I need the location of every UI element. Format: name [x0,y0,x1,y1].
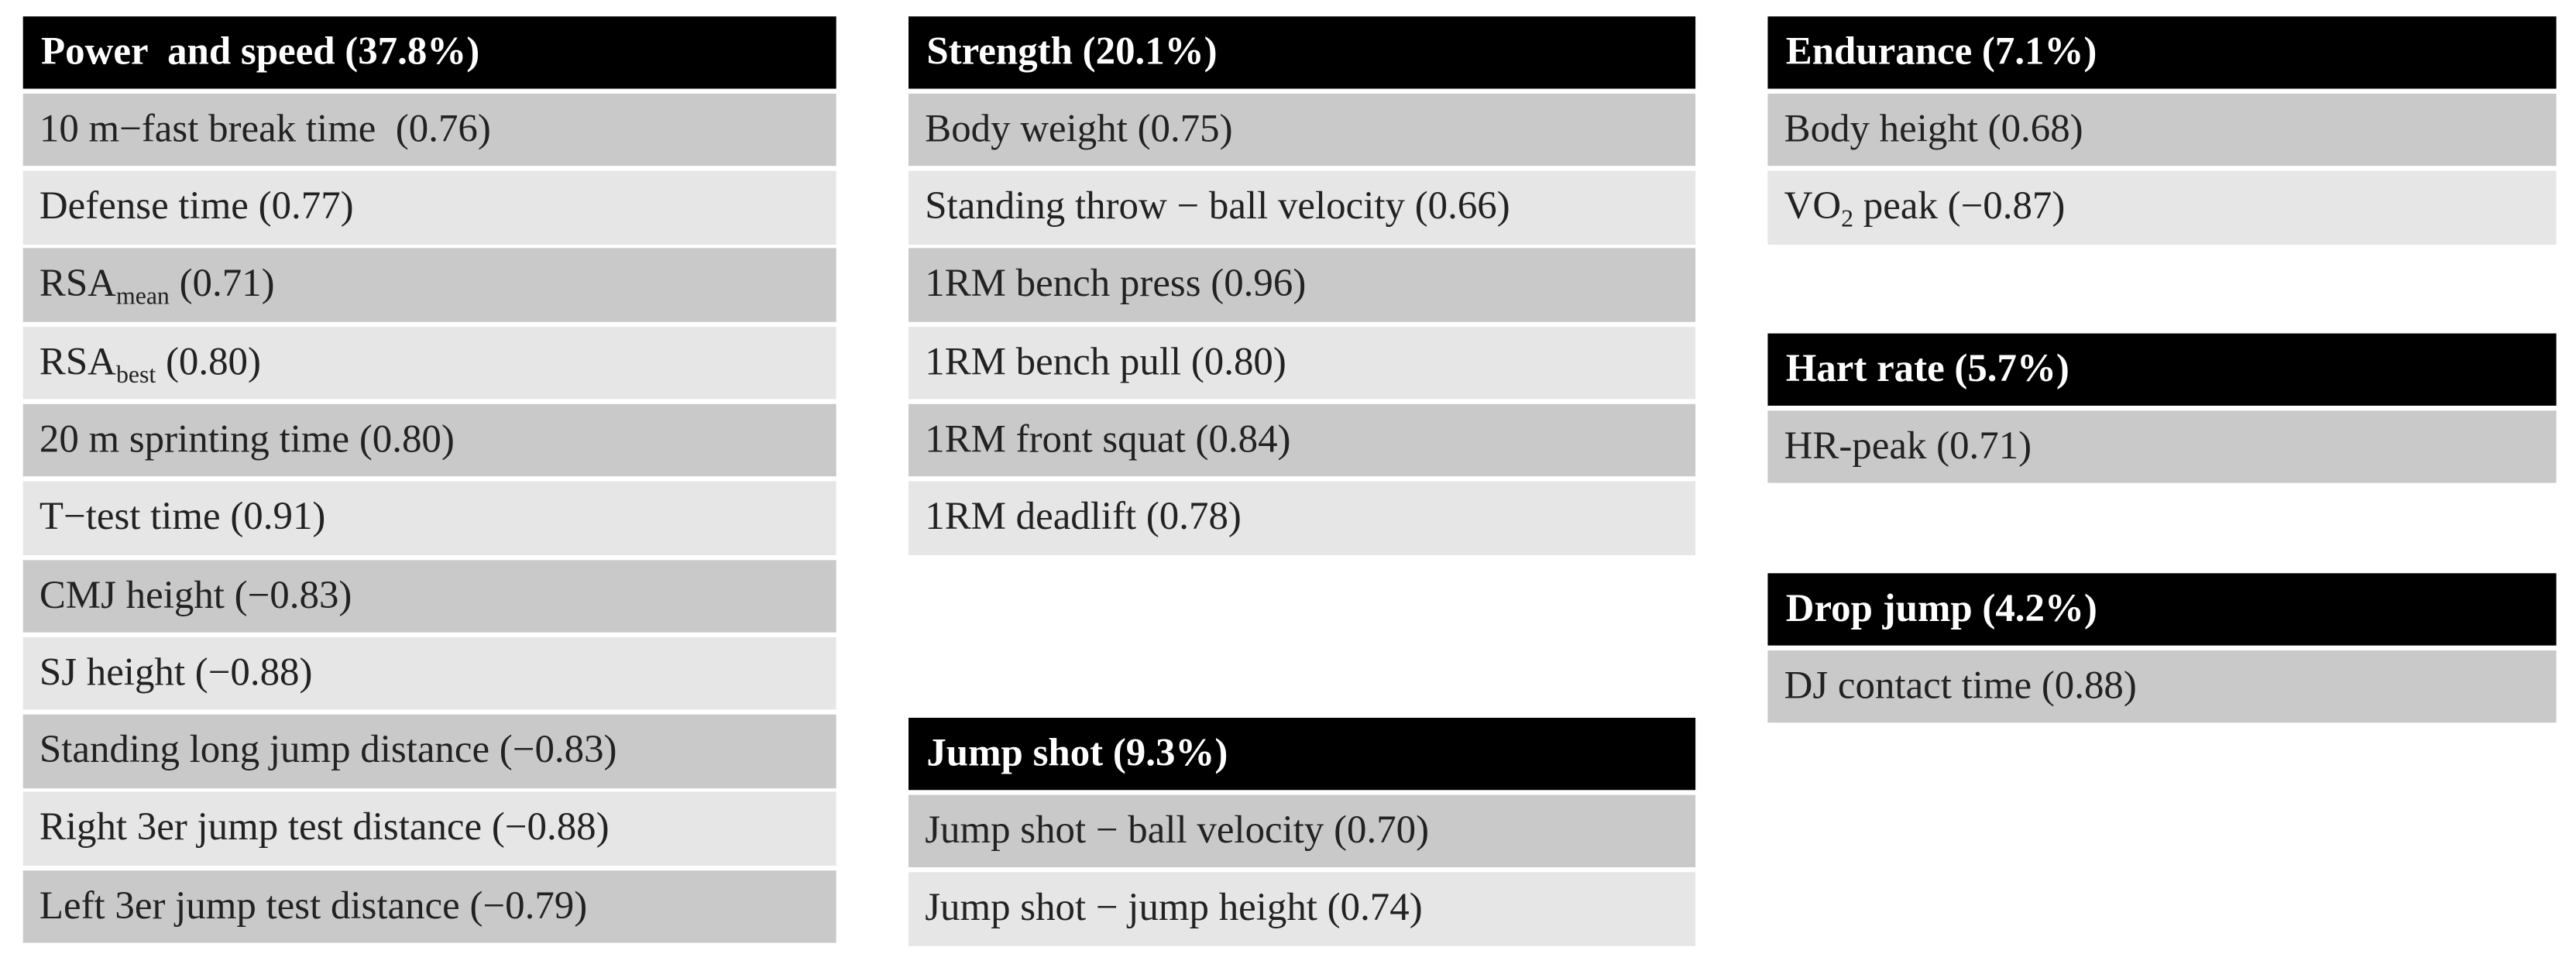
item-subscript: best [115,362,156,389]
item: Jump shot − jump height (0.74) [908,872,1696,945]
item: HR-peak (0.71) [1767,410,2557,484]
item: 10 m−fast break time (0.76) [22,93,836,166]
item: DJ contact time (0.88) [1767,650,2557,723]
item-text: RSA [39,341,116,384]
item: 20 m sprinting time (0.80) [22,403,836,478]
item: Standing throw − ball velocity (0.66) [908,170,1696,245]
item: T−test time (0.91) [22,482,836,555]
item: 1RM bench pull (0.80) [908,326,1696,400]
item: RSAbest (0.80) [22,326,836,400]
item: Standing long jump distance (−0.83) [22,715,836,788]
item: Left 3er jump test distance (−0.79) [22,870,836,944]
group: Power and speed (37.8%) 10 m−fast break t… [22,16,836,944]
item: Defense time (0.77) [22,170,836,245]
item: RSAmean (0.71) [22,249,836,322]
item: 1RM front squat (0.84) [908,403,1696,478]
group-title: Strength (20.1%) [908,16,1696,89]
group-title: Endurance (7.1%) [1767,16,2557,89]
item: 1RM bench press (0.96) [908,249,1696,322]
item: CMJ height (−0.83) [22,559,836,633]
item: Jump shot − ball velocity (0.70) [908,794,1696,868]
item: Body weight (0.75) [908,93,1696,166]
group-title: Drop jump (4.2%) [1767,573,2557,646]
group-title: Jump shot (9.3%) [908,717,1696,791]
group-title: Power and speed (37.8%) [22,16,836,89]
item-text: RSA [39,263,116,307]
group: Drop jump (4.2%) DJ contact time (0.88) [1767,573,2557,723]
item-value: (0.80) [156,341,261,384]
group-title: Hart rate (5.7%) [1767,333,2557,406]
group: Strength (20.1%) Body weight (0.75) Standi… [908,16,1696,555]
item: Body height (0.68) [1767,93,2557,166]
group: Endurance (7.1%) Body height (0.68) VO2 pe… [1767,16,2557,245]
item: 1RM deadlift (0.78) [908,482,1696,555]
item-subscript: mean [115,284,170,311]
item-value: (0.71) [169,263,275,307]
item: VO2 peak (−0.87) [1767,170,2557,245]
item: Right 3er jump test distance (−0.88) [22,792,836,866]
item: SJ height (−0.88) [22,636,836,711]
item-text: VO [1784,185,1842,229]
group: Jump shot (9.3%) Jump shot − ball velocit… [908,717,1696,945]
item-value: peak (−0.87) [1853,185,2066,229]
item-subscript: 2 [1841,207,1854,234]
group: Hart rate (5.7%) HR-peak (0.71) [1767,333,2557,484]
